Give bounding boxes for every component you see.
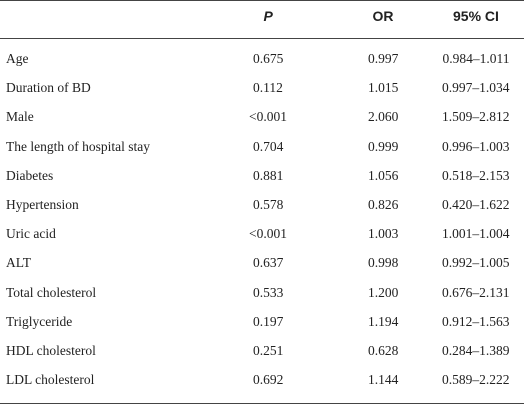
cell-value: 0.628: [368, 343, 399, 358]
column-header: OR: [372, 8, 394, 24]
cell-value: 1.144: [368, 372, 399, 388]
column-header: 95% CI: [453, 8, 499, 24]
cell-value: 1.200: [368, 284, 399, 300]
row-label: Age: [6, 51, 29, 66]
cell-value: 0.999: [368, 138, 399, 154]
bottom-rule: [0, 403, 524, 404]
cell-value: 0.112: [253, 80, 283, 96]
cell-value: 0.997: [368, 51, 399, 66]
cell-value: 0.251: [253, 343, 284, 358]
row-label: Uric acid: [6, 226, 56, 242]
cell-value: 0.826: [368, 197, 399, 212]
cell-value: 0.998: [368, 255, 399, 271]
cell-value: 1.003: [368, 226, 399, 242]
cell-value: 0.420–1.622: [442, 197, 510, 212]
cell-value: 0.881: [253, 167, 284, 183]
cell-value: 0.578: [253, 197, 284, 212]
header-rule: [0, 38, 524, 39]
cell-value: 0.996–1.003: [442, 138, 510, 154]
row-label: Diabetes: [6, 167, 54, 183]
cell-value: 0.676–2.131: [442, 284, 510, 300]
cell-value: 0.637: [253, 255, 284, 271]
cell-value: 0.197: [253, 313, 284, 329]
cell-value: <0.001: [249, 109, 287, 125]
cell-value: 0.704: [253, 138, 284, 154]
row-label: Triglyceride: [6, 313, 73, 329]
cell-value: <0.001: [249, 226, 287, 242]
cell-value: 0.997–1.034: [442, 80, 510, 96]
cell-value: 0.533: [253, 284, 284, 300]
cell-value: 0.912–1.563: [442, 313, 510, 329]
cell-value: 1.015: [368, 80, 399, 96]
column-header: P: [263, 8, 273, 24]
cell-value: 0.518–2.153: [442, 167, 510, 183]
row-label: Hypertension: [6, 197, 79, 212]
cell-value: 2.060: [368, 109, 399, 125]
top-rule: [0, 0, 524, 1]
cell-value: 0.984–1.011: [442, 51, 510, 66]
cell-value: 0.692: [253, 372, 284, 388]
row-label: Male: [6, 109, 34, 125]
cell-value: 1.056: [368, 167, 399, 183]
cell-value: 0.284–1.389: [442, 343, 510, 358]
row-label: Total cholesterol: [6, 284, 97, 300]
cell-value: 1.001–1.004: [442, 226, 510, 242]
cell-value: 1.194: [368, 313, 399, 329]
cell-value: 0.675: [253, 51, 284, 66]
row-label: LDL cholesterol: [6, 372, 95, 388]
cell-value: 1.509–2.812: [442, 109, 510, 125]
row-label: The length of hospital stay: [6, 138, 150, 154]
cell-value: 0.992–1.005: [442, 255, 510, 271]
row-label: ALT: [6, 255, 32, 271]
row-label: Duration of BD: [6, 80, 91, 96]
cell-value: 0.589–2.222: [442, 372, 510, 388]
row-label: HDL cholesterol: [6, 343, 96, 358]
